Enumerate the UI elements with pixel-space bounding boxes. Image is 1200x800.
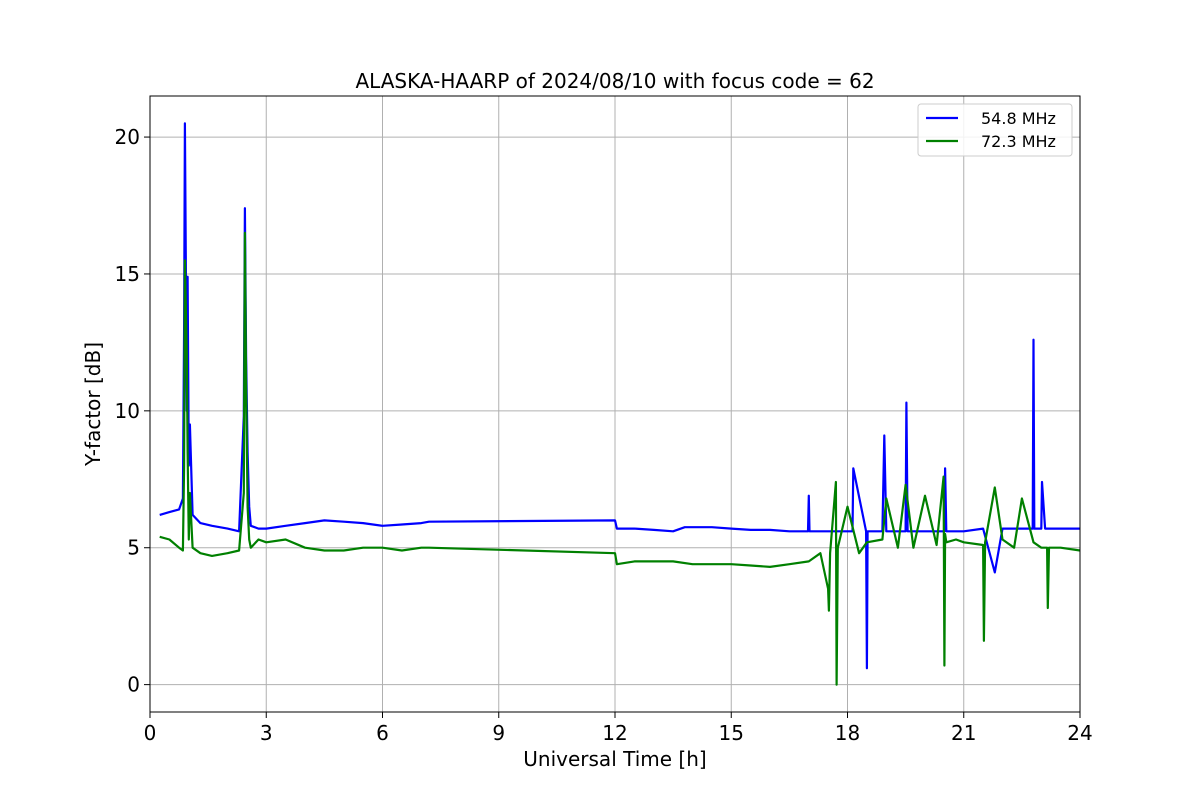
axis-ticks: 0 3 6 9 12 15 18 21 24 0 5 10 15 20 [115,125,1093,745]
series-line-1 [159,231,1081,686]
y-tick-label: 5 [127,536,140,560]
y-tick-label: 15 [115,262,140,286]
series-line-0 [159,122,1080,670]
y-tick-label: 0 [127,673,140,697]
x-tick-label: 15 [719,721,744,745]
x-tick-label: 9 [492,721,505,745]
x-tick-label: 21 [951,721,976,745]
y-tick-label: 20 [115,125,140,149]
legend-label-0: 54.8 MHz [981,109,1056,128]
x-tick-label: 18 [835,721,860,745]
x-tick-label: 3 [260,721,273,745]
y-tick-label: 10 [115,399,140,423]
series-lines [159,122,1081,686]
legend: 54.8 MHz 72.3 MHz [917,103,1073,157]
y-axis-label: Y-factor [dB] [81,342,105,467]
x-tick-label: 0 [144,721,157,745]
legend-label-1: 72.3 MHz [981,132,1056,151]
x-tick-label: 12 [602,721,627,745]
x-tick-label: 6 [376,721,389,745]
x-tick-label: 24 [1067,721,1092,745]
chart-title: ALASKA-HAARP of 2024/08/10 with focus co… [355,69,874,93]
x-axis-label: Universal Time [h] [523,747,706,771]
